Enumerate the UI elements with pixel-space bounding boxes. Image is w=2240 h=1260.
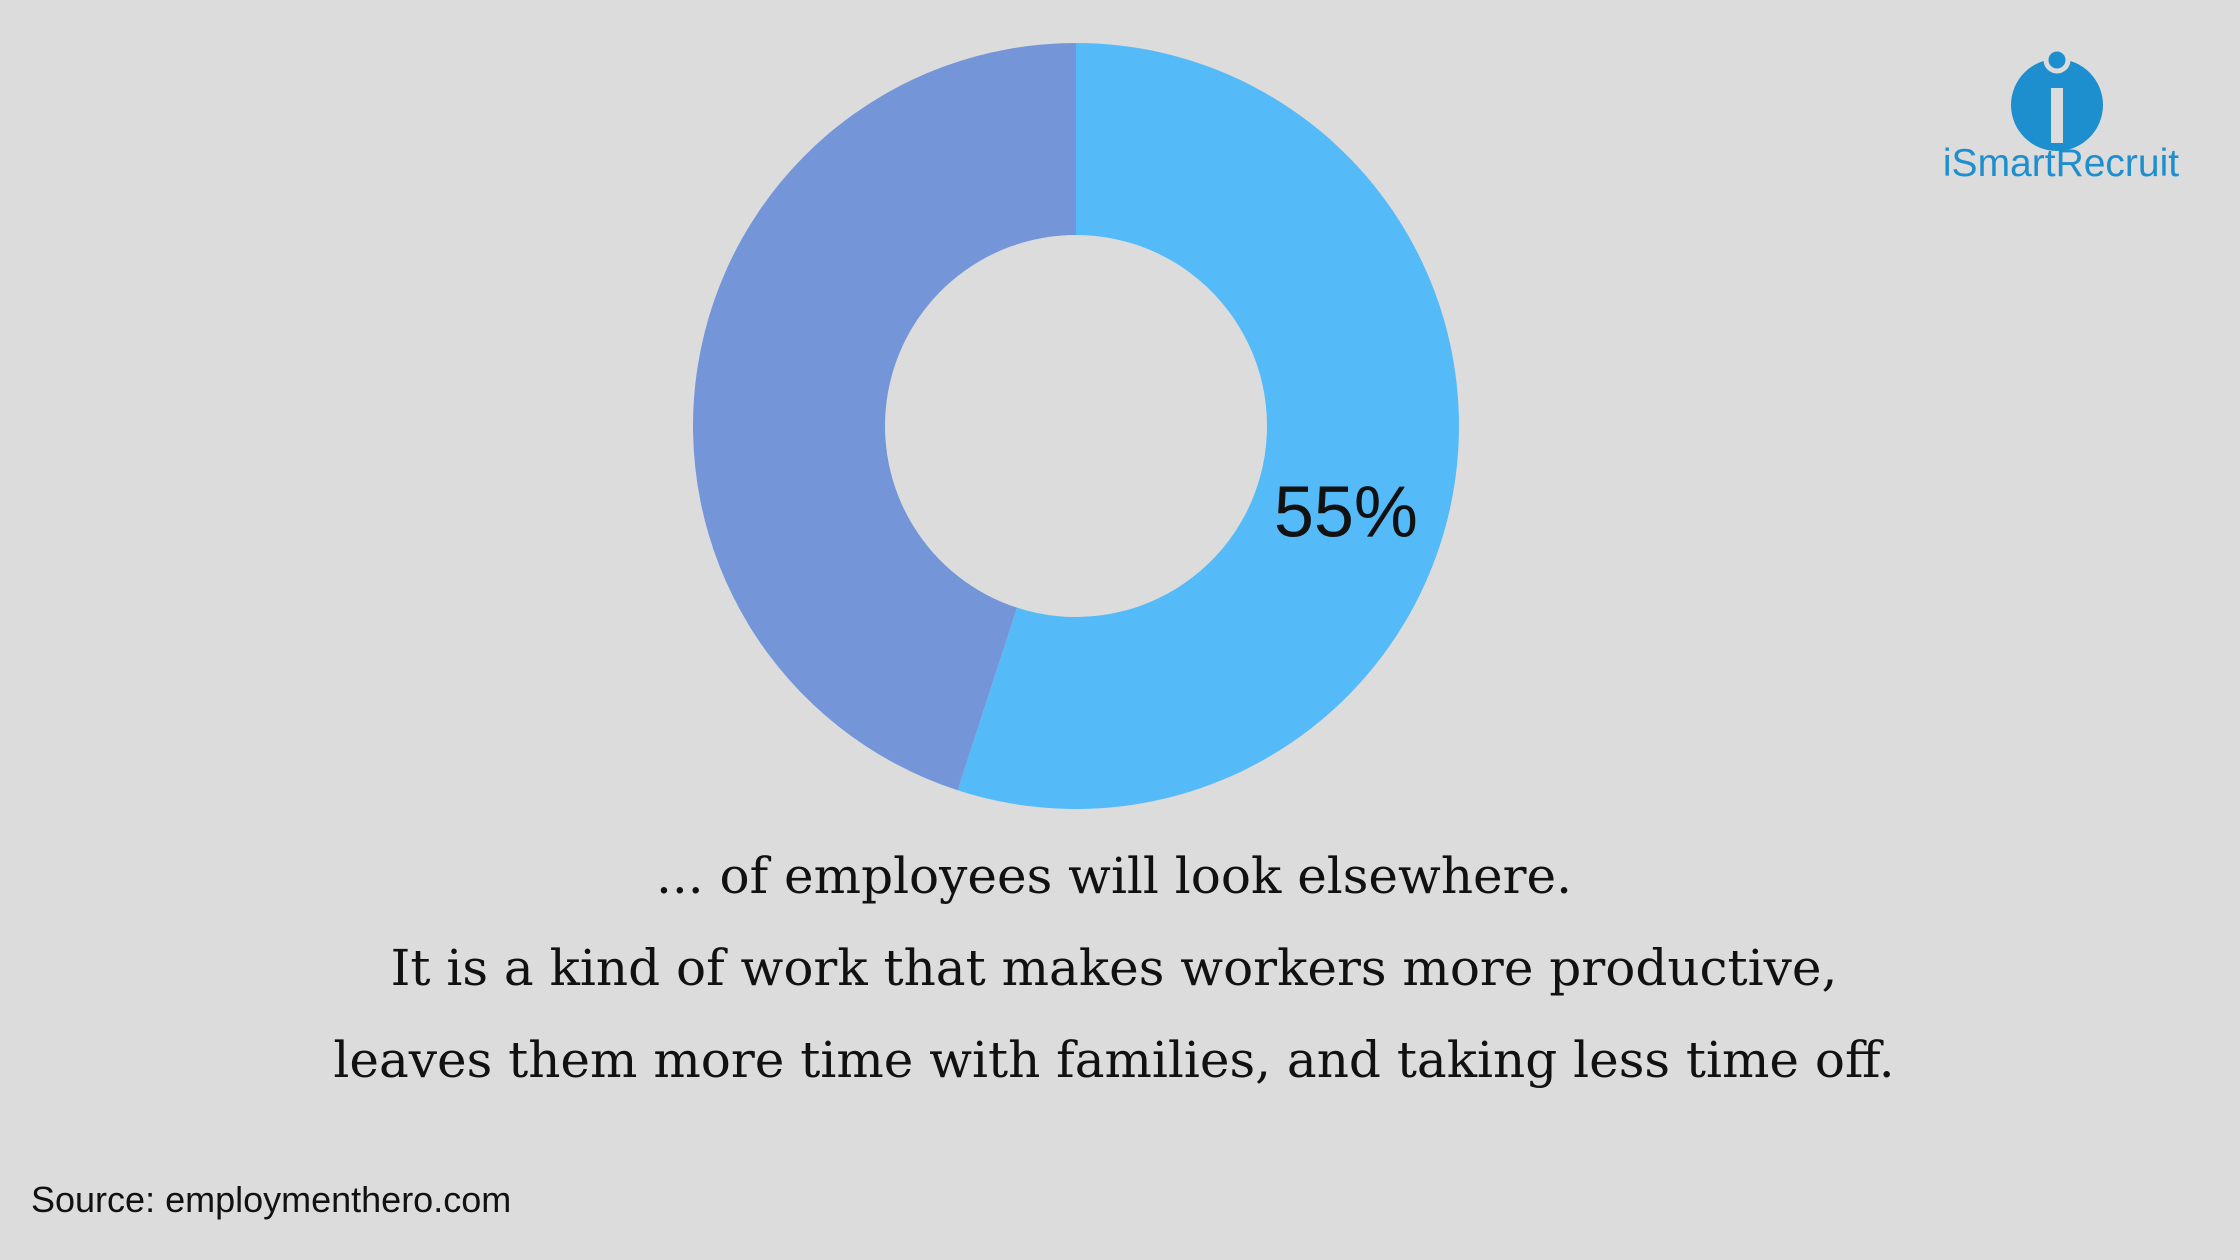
donut-slice [693,43,1076,791]
caption-line: leaves them more time with families, and… [333,1031,1894,1089]
donut-slice [957,43,1459,809]
logo-icon-stem [2051,88,2063,143]
logo: iSmartRecruit [1943,46,2179,185]
value-label: 55% [1274,473,1418,553]
source: Source: employmenthero.com [31,1179,511,1220]
logo-text: iSmartRecruit [1943,142,2179,185]
logo-icon-dot [2043,46,2071,74]
caption-line: It is a kind of work that makes workers … [391,939,1838,997]
donut: 55% [693,43,1459,809]
caption-line: ... of employees will look elsewhere. [656,847,1572,905]
